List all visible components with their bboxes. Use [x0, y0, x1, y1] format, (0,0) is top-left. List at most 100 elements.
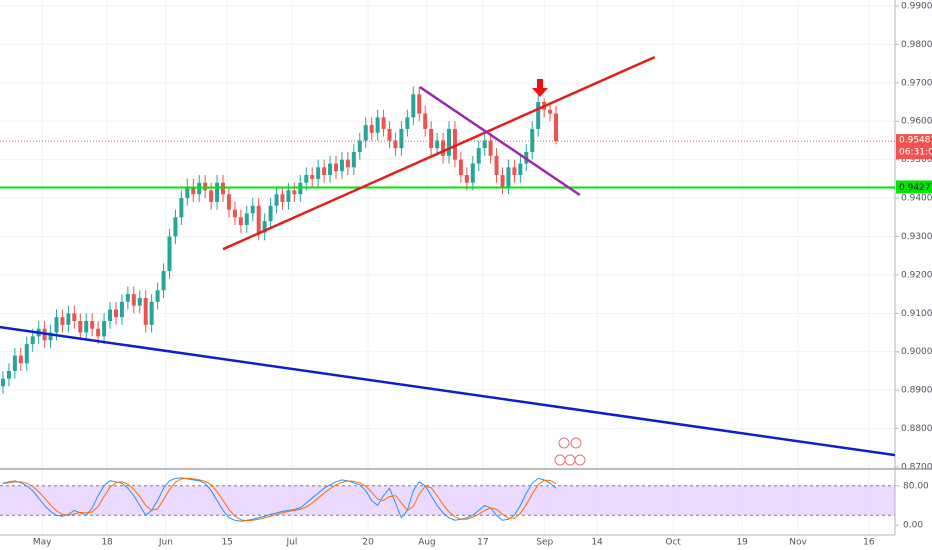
x-tick-label: 19 — [736, 538, 748, 548]
candle-body — [506, 167, 511, 187]
y-tick-label: 80.00 — [903, 481, 929, 491]
x-tick-label: 14 — [591, 538, 603, 548]
candle-body — [518, 163, 523, 176]
candle-body — [167, 236, 172, 272]
candle-body — [470, 163, 475, 183]
candle-body — [423, 113, 428, 129]
candle-body — [191, 186, 196, 195]
candle-body — [446, 128, 451, 156]
candle-body — [256, 205, 261, 233]
candle-body — [452, 128, 457, 160]
candle-body — [60, 317, 65, 325]
candle-body — [66, 313, 71, 325]
hline-label: 0.94277 — [899, 183, 932, 193]
candle-body — [215, 182, 220, 202]
candle-body — [137, 297, 142, 306]
x-tick-label: Aug — [418, 538, 436, 548]
candle-body — [322, 167, 327, 176]
candle-body — [482, 140, 487, 149]
candle-body — [48, 332, 53, 341]
x-tick-label: Nov — [789, 538, 807, 548]
candle-body — [554, 113, 559, 142]
candle-body — [149, 301, 154, 325]
event-icon — [574, 454, 586, 466]
candle-body — [298, 182, 303, 195]
candle-body — [161, 271, 166, 291]
trend-line — [0, 325, 896, 457]
candle-body — [494, 155, 499, 176]
trend-line — [419, 86, 581, 197]
arrow-annotation — [532, 79, 548, 97]
candle-body — [179, 198, 184, 218]
stoch-line — [2, 477, 557, 522]
candle-body — [113, 309, 118, 318]
candle-body — [262, 221, 267, 233]
candle-body — [12, 355, 17, 371]
candle-body — [185, 186, 190, 199]
x-tick-label: 18 — [101, 538, 113, 548]
candle-body — [411, 94, 416, 118]
candle-body — [488, 140, 493, 156]
x-tick-label: 16 — [863, 538, 875, 548]
candle-body — [268, 205, 273, 222]
candle-body — [250, 205, 255, 214]
candle-body — [30, 336, 35, 345]
candle-body — [108, 309, 113, 322]
candle-body — [226, 194, 231, 210]
candle-body — [417, 94, 422, 114]
candle-body — [500, 175, 505, 187]
candle-body — [310, 175, 315, 179]
candle-body — [405, 117, 410, 129]
x-tick-label: 15 — [221, 538, 232, 548]
event-icons — [554, 437, 586, 466]
candle-body — [333, 163, 338, 172]
candle-body — [221, 182, 226, 195]
candle-body — [238, 217, 243, 225]
candle-body — [232, 209, 237, 218]
candle-body — [458, 159, 463, 176]
candle-body — [244, 213, 249, 225]
candle-body — [90, 321, 95, 329]
candle-body — [476, 148, 481, 164]
last-price-label: 0.95483 — [899, 136, 932, 146]
candle-body — [536, 102, 541, 129]
candle-body — [363, 125, 368, 141]
candle-body — [399, 128, 404, 149]
candle-body — [357, 140, 362, 152]
candle-body — [173, 217, 178, 237]
candle-body — [18, 355, 23, 364]
hline-label-box — [896, 180, 932, 194]
candle-body — [131, 294, 136, 306]
candle-body — [351, 151, 356, 168]
trend-line — [222, 55, 656, 251]
candle-body — [197, 182, 202, 195]
candle-body — [548, 109, 553, 114]
candle-body — [143, 297, 148, 325]
candle-body — [125, 294, 130, 302]
candle-body — [0, 378, 5, 387]
candle-body — [435, 140, 440, 149]
candle-body — [464, 175, 469, 183]
candle-body — [441, 140, 446, 156]
x-tick-label: Jul — [286, 538, 298, 548]
x-tick-label: Oct — [665, 538, 681, 548]
candle-body — [102, 321, 107, 337]
candle-body — [78, 321, 83, 333]
candle-body — [375, 117, 380, 133]
x-tick-label: Jun — [158, 538, 173, 548]
candle-body — [345, 159, 350, 168]
candle-body — [209, 190, 214, 202]
candle-body — [54, 317, 59, 333]
candle-body — [286, 190, 291, 202]
event-icon — [564, 454, 576, 466]
candle-body — [381, 117, 386, 129]
